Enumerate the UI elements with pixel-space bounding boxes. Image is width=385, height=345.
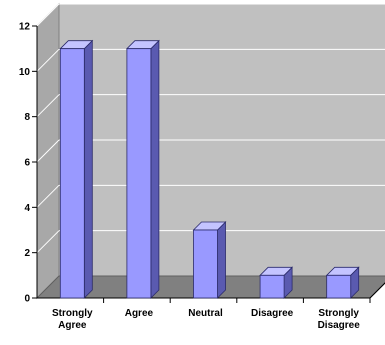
x-tick-label: Strongly Disagree — [318, 308, 361, 331]
bar — [259, 274, 285, 299]
gridline-side — [36, 94, 60, 118]
y-axis: 0 2 4 6 8 10 12 — [19, 22, 38, 305]
y-tick-label: 0 — [24, 294, 30, 305]
gridline-side — [36, 184, 60, 208]
x-tick-label-line: Strongly — [318, 308, 359, 319]
bar — [126, 48, 152, 299]
x-tick-label: Disagree — [251, 308, 294, 319]
bar — [59, 48, 85, 299]
x-tick-label-line: Disagree — [251, 308, 294, 319]
bars — [59, 39, 360, 299]
x-tick-label: Strongly Agree — [52, 308, 93, 331]
bar-side — [83, 39, 93, 299]
bar-group — [192, 221, 227, 299]
bar — [193, 229, 218, 299]
gridline-side — [36, 3, 60, 27]
bar-group — [125, 39, 160, 299]
x-tick-label-line: Strongly — [52, 308, 93, 319]
gridline-side — [36, 139, 60, 163]
x-tick-label: Agree — [125, 308, 154, 319]
bar-side — [217, 221, 226, 299]
y-tick-label: 12 — [19, 22, 31, 33]
bar-group — [325, 266, 360, 299]
y-tick-label: 8 — [24, 112, 30, 123]
gridline-side — [36, 48, 60, 72]
y-tick-label: 4 — [24, 203, 30, 214]
x-tick-label-line: Agree — [58, 320, 87, 331]
bar-group — [59, 39, 94, 299]
y-tick-label: 2 — [24, 248, 30, 259]
gridline-side — [36, 230, 60, 254]
x-tick-label-line: Neutral — [188, 308, 223, 319]
x-tick-label: Neutral — [188, 308, 223, 319]
bar-group — [259, 266, 294, 299]
x-axis-end — [369, 282, 385, 299]
x-tick-label-line: Agree — [125, 308, 154, 319]
bar — [326, 274, 352, 299]
x-tick-label-line: Disagree — [318, 320, 361, 331]
bar-side — [150, 39, 160, 299]
y-tick-label: 10 — [19, 67, 31, 78]
y-tick-label: 6 — [24, 158, 30, 169]
